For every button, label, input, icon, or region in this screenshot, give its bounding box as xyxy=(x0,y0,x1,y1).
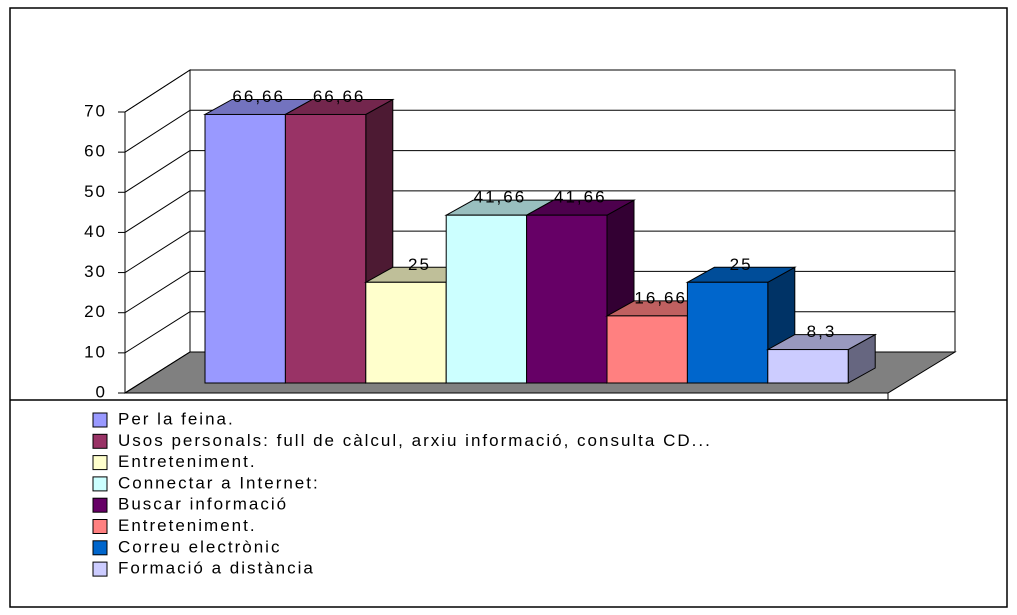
bar xyxy=(526,214,608,384)
grid-line xyxy=(124,311,191,354)
value-label: 8,3 xyxy=(807,322,837,341)
legend-swatch xyxy=(92,476,108,492)
grid-line xyxy=(124,271,191,314)
bar xyxy=(445,214,528,384)
legend-swatch xyxy=(92,455,108,471)
y-tick-label: 0 xyxy=(96,382,107,401)
value-label: 25 xyxy=(408,255,431,274)
y-tick-label: 40 xyxy=(84,222,107,241)
bar xyxy=(767,349,849,384)
legend-label: Correu electrònic xyxy=(118,537,281,556)
legend-swatch xyxy=(92,412,108,428)
bar xyxy=(365,281,447,384)
grid-line xyxy=(124,150,191,193)
legend-swatch xyxy=(92,561,108,577)
value-label: 16,66 xyxy=(634,288,687,307)
grid-line xyxy=(124,351,191,394)
grid-line xyxy=(124,69,191,113)
side-wall xyxy=(124,69,191,394)
legend-label: Entreteniment. xyxy=(118,516,257,535)
y-tick-label: 30 xyxy=(84,262,107,281)
legend-swatch xyxy=(92,519,108,534)
grid-line xyxy=(124,230,191,273)
legend-label: Connectar a Internet: xyxy=(118,473,320,492)
y-tick-label: 70 xyxy=(84,101,107,120)
bar xyxy=(204,113,286,384)
value-label: 66,66 xyxy=(232,87,285,106)
value-label: 66,66 xyxy=(313,87,366,106)
y-tick-label: 10 xyxy=(84,342,107,361)
y-tick-label: 50 xyxy=(84,182,107,201)
value-label: 25 xyxy=(730,255,753,274)
bar xyxy=(284,113,367,384)
bar xyxy=(606,315,688,384)
legend-label: Formació a distància xyxy=(118,559,315,578)
bar xyxy=(686,281,769,384)
legend-label: Per la feina. xyxy=(118,409,235,428)
value-label: 41,66 xyxy=(474,188,527,207)
legend-swatch xyxy=(92,540,108,556)
value-label: 41,66 xyxy=(554,188,607,207)
legend-label: Entreteniment. xyxy=(118,452,257,471)
legend-label: Usos personals: full de càlcul, arxiu in… xyxy=(118,431,712,450)
grid-line xyxy=(124,109,191,153)
y-tick-label: 20 xyxy=(84,302,107,321)
legend-label: Buscar informació xyxy=(118,495,288,514)
legend-swatch xyxy=(92,497,108,513)
legend-swatch xyxy=(92,433,108,449)
grid-line xyxy=(124,190,191,233)
y-tick-label: 60 xyxy=(84,142,107,161)
